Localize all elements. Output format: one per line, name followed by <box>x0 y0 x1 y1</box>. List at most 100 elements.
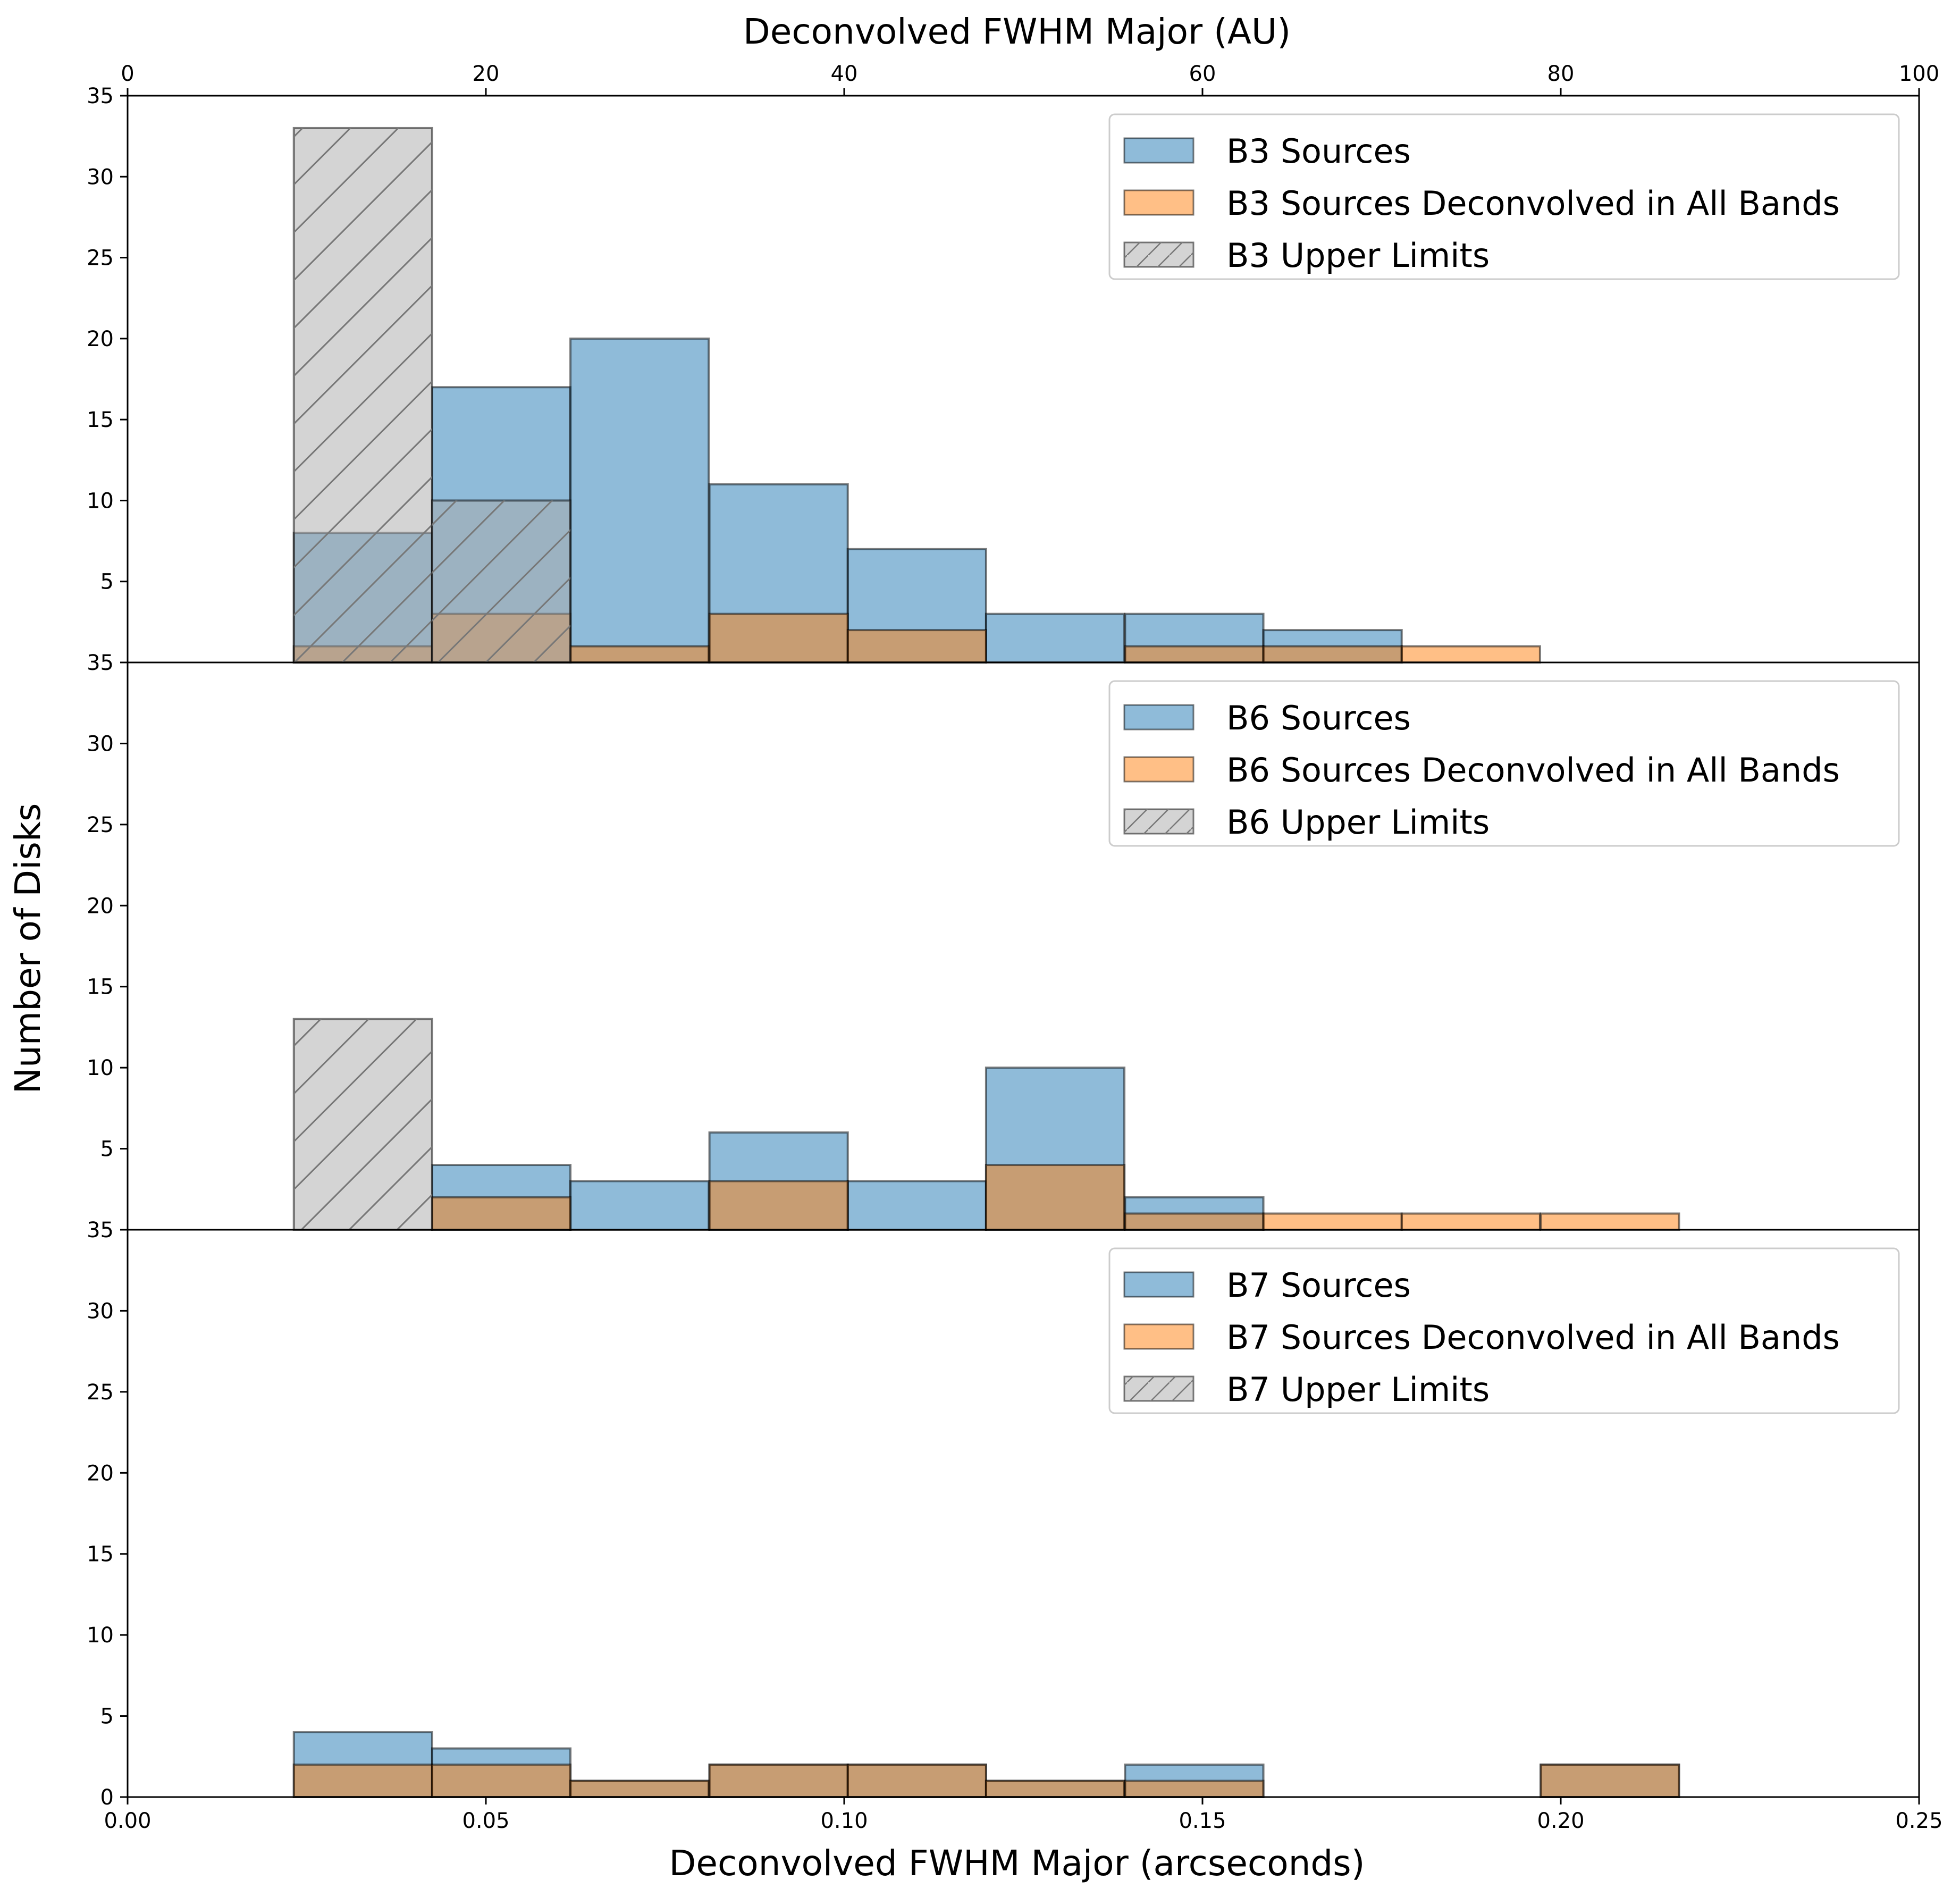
legend-swatch-sources <box>1123 1271 1194 1298</box>
y-tick-label: 35 <box>87 84 114 108</box>
legend-swatch-deconvolved <box>1123 756 1194 783</box>
b3-upper-limits-hatch <box>293 128 432 662</box>
y-tick-label: 15 <box>87 408 114 432</box>
b7-deconvolved-bar <box>569 1780 710 1799</box>
y-tick-label: 20 <box>87 327 114 351</box>
x-tick-label: 0.10 <box>820 1809 868 1833</box>
b7-deconvolved-bar <box>431 1764 572 1798</box>
y-tick-label: 10 <box>87 1623 114 1648</box>
legend-swatch-hatch <box>1124 242 1193 267</box>
y-tick-label: 35 <box>87 1218 114 1243</box>
x-tick-label: 0.20 <box>1537 1809 1584 1833</box>
y-tick-label: 10 <box>87 1056 114 1080</box>
b7-deconvolved-bar <box>708 1764 849 1798</box>
b6-deconvolved-bar <box>708 1180 849 1231</box>
b3-sources-bar <box>985 612 1126 664</box>
b6-sources-bar <box>569 1180 710 1231</box>
b3-deconvolved-bar <box>1124 645 1265 664</box>
panel-b3: B3 Sources B3 Sources Deconvolved in All … <box>292 113 1900 664</box>
legend-b3: B3 Sources B3 Sources Deconvolved in All … <box>1108 113 1900 280</box>
b7-deconvolved-bar <box>846 1764 987 1798</box>
legend-swatch-sources <box>1123 704 1194 731</box>
b6-upper-limits-series <box>292 1018 433 1231</box>
b6-deconvolved-bar <box>1262 1212 1403 1231</box>
y-tick-label: 15 <box>87 975 114 1000</box>
top-tick-label: 40 <box>831 62 858 86</box>
y-tick-label: 5 <box>100 1137 114 1162</box>
y-tick-label: 20 <box>87 894 114 918</box>
legend-frame <box>1108 113 1900 280</box>
top-tick-label: 20 <box>473 62 500 86</box>
b6-deconvolved-bar <box>1400 1212 1541 1231</box>
legend-swatch-sources <box>1123 137 1194 164</box>
x-tick-label: 0.15 <box>1179 1809 1226 1833</box>
legend-b6: B6 Sources B6 Sources Deconvolved in All … <box>1108 680 1900 847</box>
b3-upper-limits-hatch <box>432 500 571 662</box>
b3-upper-limits-series <box>292 127 572 664</box>
legend-label-sources: B3 Sources <box>1226 132 1411 171</box>
panel-b7: B7 Sources B7 Sources Deconvolved in All … <box>292 1247 1900 1799</box>
y-axis-title: Number of Disks <box>7 803 48 1094</box>
y-tick-label: 30 <box>87 732 114 756</box>
b6-deconvolved-bar <box>1540 1212 1680 1231</box>
b6-deconvolved-series <box>431 1164 1680 1231</box>
b6-deconvolved-bar <box>431 1196 572 1231</box>
y-tick-label: 10 <box>87 489 114 513</box>
b7-deconvolved-bar <box>292 1764 433 1798</box>
top-tick-label: 60 <box>1189 62 1216 86</box>
b7-deconvolved-series <box>292 1764 1680 1799</box>
y-tick-label: 0 <box>100 1785 114 1810</box>
x-tick-label: 0.05 <box>462 1809 509 1833</box>
y-tick-label: 30 <box>87 165 114 189</box>
b6-deconvolved-bar <box>985 1164 1126 1231</box>
b6-deconvolved-bar <box>1124 1212 1265 1231</box>
x-tick-label: 0.00 <box>104 1809 151 1833</box>
legend-swatch-hatch <box>1124 1376 1193 1401</box>
legend-label-deconvolved: B3 Sources Deconvolved in All Bands <box>1226 184 1840 223</box>
legend-label-deconvolved: B6 Sources Deconvolved in All Bands <box>1226 751 1840 790</box>
y-tick-label: 30 <box>87 1299 114 1323</box>
y-tick-label: 25 <box>87 246 114 271</box>
legend-label-sources: B7 Sources <box>1226 1266 1411 1305</box>
y-tick-label: 5 <box>100 1705 114 1729</box>
top-tick-label: 100 <box>1899 62 1939 86</box>
y-tick-label: 5 <box>100 570 114 594</box>
y-tick-label: 25 <box>87 813 114 837</box>
b3-deconvolved-bar <box>846 629 987 664</box>
top-axis-title: Deconvolved FWHM Major (AU) <box>743 11 1291 52</box>
b6-upper-limits-hatch <box>293 1019 432 1230</box>
legend-frame <box>1108 680 1900 847</box>
y-tick-label: 20 <box>87 1461 114 1485</box>
legend-label-upper-limits: B3 Upper Limits <box>1226 236 1490 275</box>
b3-deconvolved-bar <box>1400 645 1541 664</box>
panel-b6: B6 Sources B6 Sources Deconvolved in All … <box>292 680 1900 1231</box>
b7-deconvolved-bar <box>1124 1780 1265 1799</box>
y-tick-label: 35 <box>87 651 114 675</box>
b7-deconvolved-bar <box>1540 1764 1680 1798</box>
top-tick-label: 0 <box>121 62 134 86</box>
legend-label-upper-limits: B7 Upper Limits <box>1226 1370 1490 1409</box>
x-tick-label: 0.25 <box>1895 1809 1942 1833</box>
b3-deconvolved-bar <box>569 645 710 664</box>
y-tick-label: 25 <box>87 1380 114 1405</box>
y-tick-label: 15 <box>87 1542 114 1567</box>
legend-frame <box>1108 1247 1900 1414</box>
b3-deconvolved-bar <box>708 612 849 664</box>
b7-deconvolved-bar <box>985 1780 1126 1799</box>
legend-swatch-deconvolved <box>1123 189 1194 216</box>
panel-frame-b7 <box>127 1229 1920 1798</box>
x-axis-title: Deconvolved FWHM Major (arcseconds) <box>669 1843 1365 1884</box>
top-tick-label: 80 <box>1547 62 1575 86</box>
axes-layer: 5 10 15 20 25 30 35 5 10 15 20 25 30 35 0 5 10 15 20 25 30 35… <box>87 62 1942 1833</box>
b3-deconvolved-bar <box>1262 645 1403 664</box>
panels-layer: B3 Sources B3 Sources Deconvolved in All … <box>292 113 1900 1799</box>
legend-label-upper-limits: B6 Upper Limits <box>1226 803 1490 842</box>
legend-swatch-deconvolved <box>1123 1323 1194 1350</box>
b6-sources-bar <box>846 1180 987 1231</box>
legend-b7: B7 Sources B7 Sources Deconvolved in All … <box>1108 1247 1900 1414</box>
b3-sources-bar <box>569 337 710 664</box>
legend-swatch-hatch <box>1124 809 1193 834</box>
legend-label-sources: B6 Sources <box>1226 699 1411 737</box>
legend-label-deconvolved: B7 Sources Deconvolved in All Bands <box>1226 1318 1840 1357</box>
